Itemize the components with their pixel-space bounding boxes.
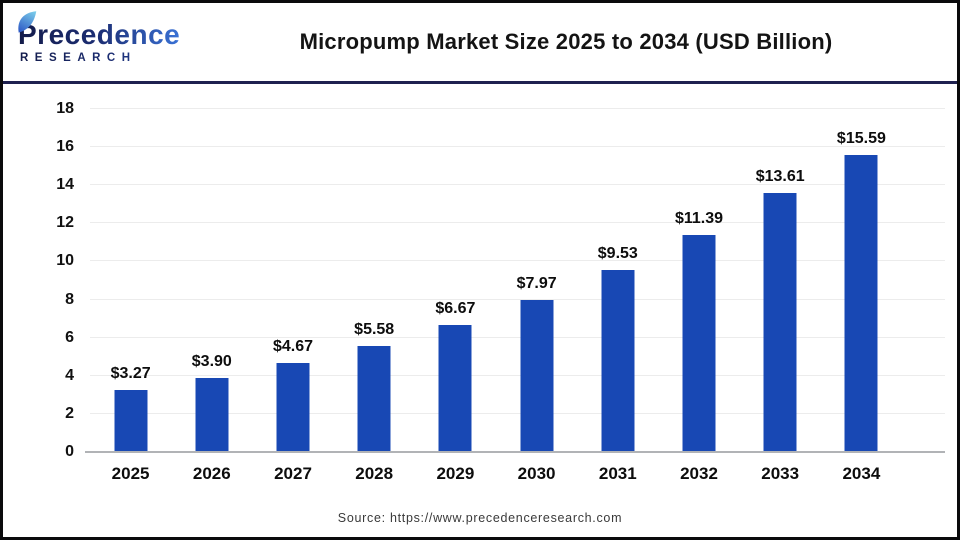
y-tick-label: 18	[56, 100, 74, 117]
bar-value-label: $11.39	[674, 209, 724, 227]
x-tick-label: 2025	[111, 464, 150, 483]
bar-value-label: $4.67	[272, 338, 314, 356]
brand-subtitle: RESEARCH	[18, 52, 233, 64]
gridline	[90, 336, 945, 338]
bar-value-label: $5.58	[354, 320, 395, 338]
brand-name: Precedence	[18, 18, 181, 50]
bar-group: $6.67 2029	[410, 109, 500, 482]
bar	[844, 154, 878, 452]
bar-group: $7.97 2030	[492, 109, 582, 482]
x-tick-label: 2034	[842, 464, 881, 483]
gridline	[90, 184, 945, 186]
y-tick-label: 0	[65, 443, 74, 460]
y-tick-label: 6	[65, 328, 74, 346]
bar-value-label: $3.90	[191, 352, 232, 370]
gridline	[90, 222, 945, 224]
x-axis-baseline	[85, 451, 945, 453]
bar-group: $3.27 2025	[86, 109, 176, 482]
bar	[438, 324, 472, 452]
bar-group: $4.67 2027	[248, 109, 338, 482]
x-tick-label: 2033	[761, 464, 800, 483]
bar-value-label: $9.53	[597, 245, 638, 263]
gridline	[90, 374, 945, 376]
y-tick-label: 14	[56, 176, 74, 194]
brand-logo: Precedence RESEARCH	[18, 10, 233, 64]
bar	[682, 234, 716, 452]
x-tick-label: 2028	[355, 464, 394, 483]
gridline	[90, 260, 945, 262]
leaf-icon	[18, 10, 37, 33]
plot-area: 0 2 4 6 8 10 12 14 16 18 $3.27 2025 $3.90 2026 $4.67 2…	[56, 101, 945, 482]
chart-region: 0 2 4 6 8 10 12 14 16 18 $3.27 2025 $3.90 2026 $4.67 2…	[3, 84, 957, 534]
bar	[520, 300, 554, 452]
gridline	[90, 412, 945, 414]
bar	[601, 270, 635, 452]
y-tick-label: 8	[65, 290, 74, 308]
bar	[763, 192, 797, 452]
x-tick-label: 2029	[436, 464, 475, 483]
y-axis: 0 2 4 6 8 10 12 14 16 18	[26, 101, 74, 460]
bar	[276, 363, 310, 452]
y-tick-label: 12	[56, 214, 74, 232]
bar-group: $3.90 2026	[167, 109, 257, 482]
bar-value-label: $15.59	[836, 129, 886, 147]
bar-group: $11.39 2032	[654, 109, 744, 482]
bar-group: $9.53 2031	[573, 109, 663, 482]
source-text: Source: https://www.precedenceresearch.c…	[337, 511, 623, 525]
bar	[114, 389, 148, 452]
gridline	[90, 108, 945, 109]
header: Precedence RESEARCH Micropump Market Siz…	[3, 3, 957, 84]
bar-value-label: $6.67	[435, 299, 476, 317]
y-tick-label: 2	[65, 404, 74, 422]
x-tick-label: 2030	[517, 464, 556, 483]
bar-value-label: $7.97	[516, 275, 557, 293]
bar-group: $5.58 2028	[329, 109, 419, 482]
gridline	[90, 146, 945, 148]
bar-value-label: $3.27	[110, 364, 151, 382]
x-tick-label: 2027	[274, 464, 312, 483]
bar-value-label: $13.61	[755, 167, 805, 185]
brand-logo-row: Precedence	[18, 10, 233, 50]
gridline	[90, 298, 945, 300]
bar-group: $13.61 2033	[735, 109, 825, 482]
y-tick-label: 4	[65, 366, 74, 384]
bar-group: $15.59 2034	[816, 109, 906, 482]
x-tick-label: 2026	[192, 464, 231, 483]
bar	[357, 345, 391, 452]
x-tick-label: 2031	[598, 464, 637, 483]
bar	[195, 377, 229, 452]
x-tick-label: 2032	[680, 464, 718, 483]
y-tick-label: 16	[56, 138, 74, 156]
chart-title: Micropump Market Size 2025 to 2034 (USD …	[299, 29, 833, 54]
y-tick-label: 10	[56, 252, 74, 270]
bars-layer: $3.27 2025 $3.90 2026 $4.67 2027 $5.58 2028 $6.6…	[90, 109, 902, 482]
